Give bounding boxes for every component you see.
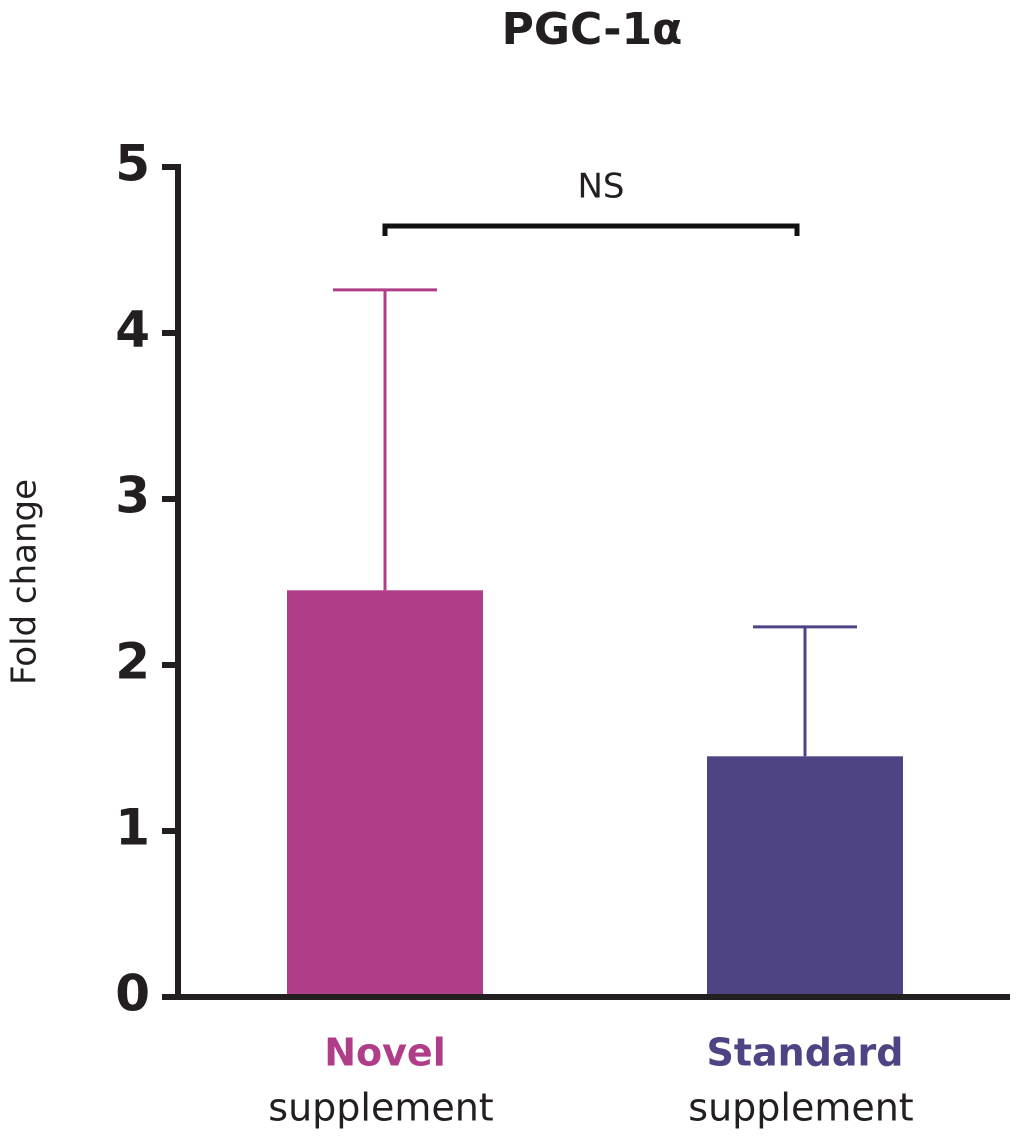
x-tick-label: Standard (706, 1031, 903, 1075)
x-tick-label: Novel (324, 1031, 445, 1075)
y-tick-label: 4 (115, 301, 150, 359)
y-tick-label: 5 (115, 135, 150, 193)
y-tick-label: 3 (115, 467, 150, 525)
bar (287, 590, 483, 997)
chart-title: PGC-1α (502, 4, 683, 55)
bar (707, 756, 903, 997)
significance-label: NS (577, 167, 624, 207)
y-tick-label: 0 (115, 965, 150, 1023)
y-tick-label: 1 (115, 799, 150, 857)
y-tick-label: 2 (115, 633, 150, 691)
x-tick-sublabel: supplement (688, 1086, 913, 1130)
significance-bracket (382, 223, 800, 236)
y-axis-label: Fold change (5, 479, 45, 685)
x-tick-sublabel: supplement (268, 1086, 493, 1130)
